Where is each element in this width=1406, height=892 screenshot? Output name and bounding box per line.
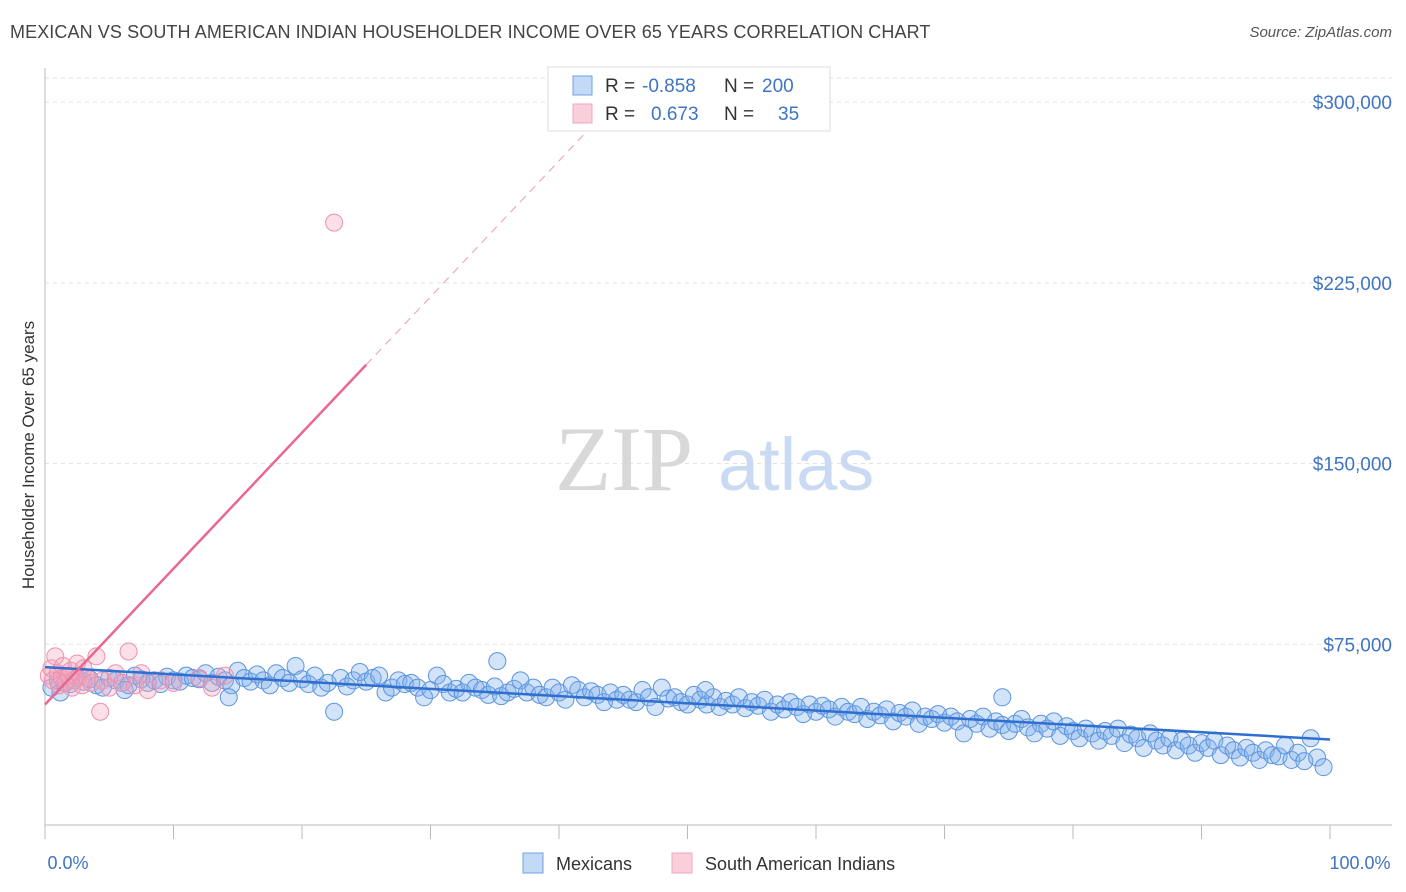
legend-swatch-blue [572, 75, 593, 96]
legend-item-mexicans-swatch [522, 852, 544, 874]
point-mexicans [569, 681, 588, 700]
x-tick-label: 0.0% [47, 853, 88, 873]
svg-text:R =: R = [605, 76, 635, 97]
chart-title: MEXICAN VS SOUTH AMERICAN INDIAN HOUSEHO… [10, 22, 931, 42]
trend-line-mexicans [44, 665, 1331, 741]
stats-legend: R = -0.858 N = 200 R = 0.673 N = 35 [547, 66, 831, 132]
svg-text:200: 200 [762, 76, 794, 97]
svg-text:N =: N = [724, 76, 754, 97]
source-label: Source: ZipAtlas.com [1249, 24, 1392, 41]
point-south-american-indians [87, 647, 106, 666]
point-mexicans [524, 678, 543, 697]
y-tick-label: $75,000 [1323, 635, 1392, 656]
series-legend: Mexicans South American Indians [522, 852, 895, 874]
x-axis-labels: 0.0% 100.0% [47, 853, 1390, 873]
svg-text:R =: R = [605, 104, 635, 125]
trend-line-south-american-indians [44, 363, 368, 706]
point-south-american-indians [190, 669, 209, 688]
point-mexicans [633, 681, 652, 700]
y-axis-title: Householder Income Over 65 years [19, 321, 38, 589]
point-mexicans [219, 688, 238, 707]
point-south-american-indians [203, 678, 222, 697]
svg-text:0.673: 0.673 [651, 104, 699, 125]
point-mexicans [1314, 758, 1333, 777]
point-south-american-indians [82, 673, 101, 692]
y-tick-label: $150,000 [1313, 455, 1392, 476]
svg-text:N =: N = [724, 104, 754, 125]
legend-item-sai-swatch [671, 852, 693, 874]
x-tick-label: 100.0% [1329, 853, 1390, 873]
grid-lines [45, 77, 1392, 645]
point-mexicans [370, 666, 389, 685]
point-mexicans [1282, 750, 1301, 769]
point-mexicans [286, 656, 305, 675]
point-mexicans [488, 652, 507, 671]
y-tick-label: $225,000 [1313, 274, 1392, 295]
point-mexicans [1308, 748, 1327, 767]
point-mexicans [1263, 746, 1282, 765]
axes [44, 68, 1392, 839]
svg-text:35: 35 [778, 104, 799, 125]
y-tick-label: $300,000 [1313, 93, 1392, 114]
point-south-american-indians [91, 702, 110, 721]
legend-item-south-american-indians: South American Indians [705, 854, 895, 874]
point-mexicans [115, 681, 134, 700]
point-mexicans [696, 681, 715, 700]
legend-item-mexicans: Mexicans [556, 854, 632, 874]
legend-swatch-pink [572, 103, 593, 124]
point-mexicans [325, 702, 344, 721]
point-mexicans [652, 678, 671, 697]
point-south-american-indians [119, 642, 138, 661]
watermark-atlas: atlas [718, 423, 874, 506]
y-axis-labels: $75,000 $150,000 $225,000 $300,000 [1313, 93, 1392, 656]
point-south-american-indians [106, 664, 125, 683]
point-south-american-indians [138, 681, 157, 700]
point-south-american-indians [215, 666, 234, 685]
svg-text:-0.858: -0.858 [642, 76, 696, 97]
watermark-zip: ZIP [555, 408, 693, 510]
series-mexicans [42, 652, 1333, 777]
point-south-american-indians [325, 213, 344, 232]
point-mexicans [993, 688, 1012, 707]
point-south-american-indians [164, 673, 183, 692]
